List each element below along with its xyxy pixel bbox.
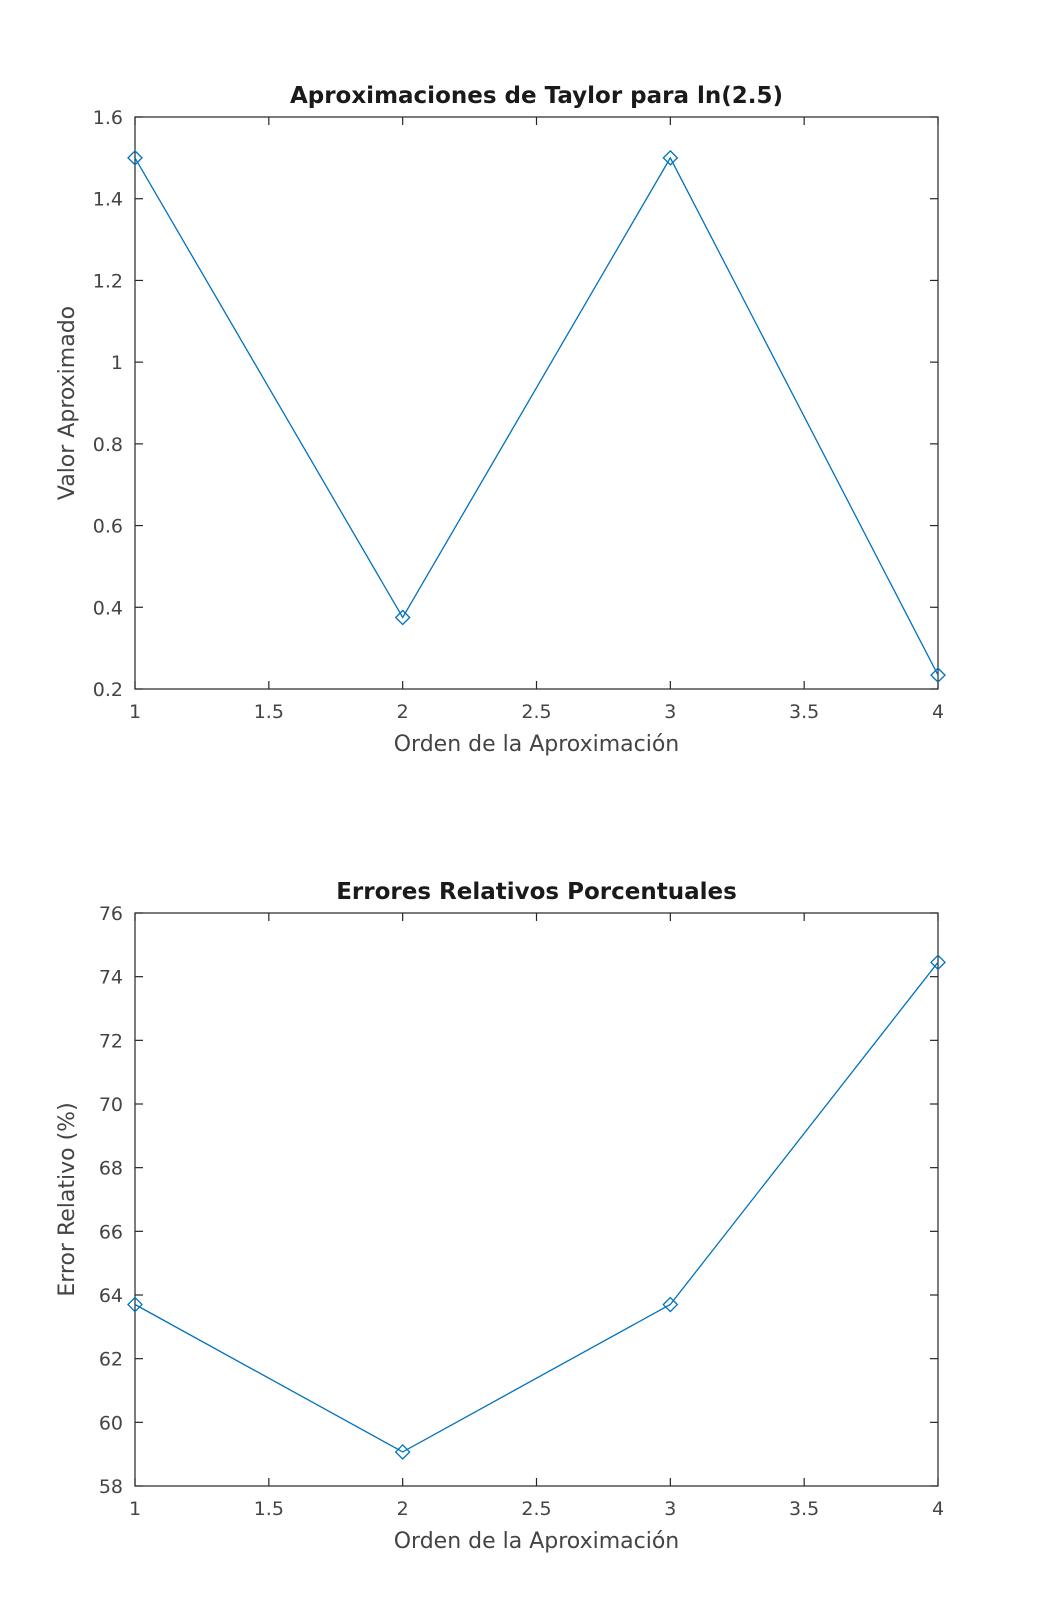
relative-errors-y-tick-label: 64 (99, 1285, 123, 1307)
approximations-data-point-1 (127, 149, 143, 166)
relative-errors-y-tick-label: 68 (99, 1158, 123, 1180)
relative-errors-y-tick-label: 76 (99, 903, 123, 925)
relative-errors-data-point-3 (662, 1296, 679, 1313)
approximations-x-axis-label: Orden de la Aproximación (394, 732, 680, 757)
approximations-y-tick-label: 1.6 (93, 107, 123, 129)
subplot-relative-errors: 1 1.5 2 2.5 3 3.5 4 58 60 62 64 66 68 70 72 74 76 Errores… (55, 879, 946, 1554)
approximations-x-tick-label: 2.5 (521, 701, 551, 723)
approximations-y-tick-label: 1.2 (93, 270, 123, 292)
relative-errors-series-line (134, 961, 939, 1453)
relative-errors-axes-box (134, 912, 939, 1487)
approximations-data-point-2 (394, 609, 411, 626)
relative-errors-data-point-4 (930, 954, 946, 971)
approximations-data-point-3 (662, 149, 679, 166)
approximations-y-tick-label: 0.8 (93, 434, 123, 456)
approximations-x-tick-label: 3.5 (789, 701, 819, 723)
approximations-x-tick-label: 1 (129, 701, 141, 723)
subplot-approximations: 1 1.5 2 2.5 3 3.5 4 0.2 0.4 0.6 0.8 1 1.2 1.4 1.6 Aprox… (55, 83, 946, 757)
relative-errors-y-axis-label: Error Relativo (%) (55, 1102, 80, 1296)
relative-errors-data-point-1 (127, 1296, 143, 1313)
relative-errors-y-tick-label: 66 (99, 1221, 123, 1243)
relative-errors-x-axis-label: Orden de la Aproximación (394, 1529, 680, 1554)
relative-errors-x-tick-label: 3 (664, 1498, 676, 1520)
relative-errors-x-tick-label: 3.5 (789, 1498, 819, 1520)
approximations-chart-title: Aproximaciones de Taylor para ln(2.5) (290, 83, 783, 109)
relative-errors-x-tick-label: 1.5 (254, 1498, 284, 1520)
approximations-x-tick-label: 1.5 (254, 701, 284, 723)
relative-errors-x-tick-label: 1 (129, 1498, 141, 1520)
approximations-y-tick-label: 1.4 (93, 189, 123, 211)
approximations-y-tick-label: 0.6 (93, 516, 123, 538)
relative-errors-y-tick-label: 74 (99, 967, 123, 989)
approximations-x-tick-label: 4 (932, 701, 944, 723)
relative-errors-x-tick-label: 4 (932, 1498, 944, 1520)
relative-errors-y-tick-label: 58 (99, 1476, 123, 1498)
approximations-y-axis-label: Valor Aproximado (55, 306, 80, 500)
approximations-x-tick-label: 3 (664, 701, 676, 723)
approximations-y-tick-label: 0.2 (93, 679, 123, 701)
relative-errors-chart-title: Errores Relativos Porcentuales (336, 879, 737, 905)
relative-errors-x-tick-label: 2.5 (521, 1498, 551, 1520)
relative-errors-y-tick-label: 62 (99, 1349, 123, 1371)
relative-errors-x-tick-label: 2 (397, 1498, 409, 1520)
approximations-y-tick-label: 1 (111, 352, 123, 374)
approximations-data-point-4 (930, 667, 946, 684)
approximations-axes-box (134, 116, 939, 690)
approximations-x-tick-label: 2 (397, 701, 409, 723)
relative-errors-y-tick-label: 60 (99, 1412, 123, 1434)
relative-errors-y-tick-label: 72 (99, 1030, 123, 1052)
relative-errors-y-tick-label: 70 (99, 1094, 123, 1116)
approximations-y-tick-label: 0.4 (93, 597, 123, 619)
approximations-series-line (134, 156, 939, 676)
relative-errors-data-point-2 (394, 1444, 411, 1460)
